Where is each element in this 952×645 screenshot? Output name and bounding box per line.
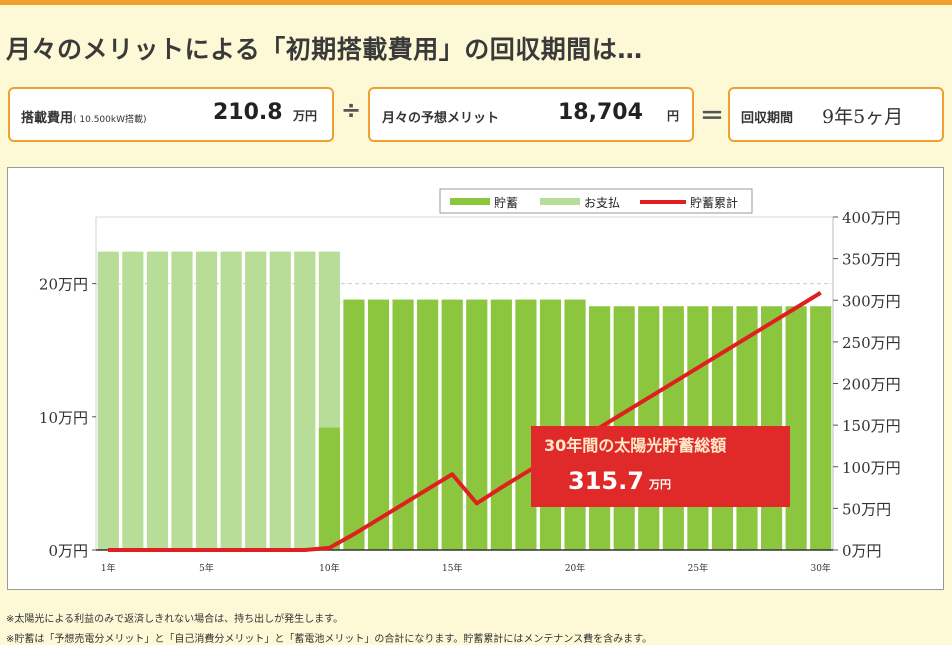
total-savings-callout: 30年間の太陽光貯蓄総額 315.7 万円 <box>531 426 790 507</box>
x-tick-label: 1年 <box>101 562 116 574</box>
bar-savings <box>490 299 512 550</box>
bar-savings <box>343 299 365 550</box>
bar-savings <box>466 299 488 550</box>
bar-savings <box>318 427 340 550</box>
bar-payment <box>122 251 144 550</box>
left-tick-label: 0万円 <box>48 542 88 560</box>
right-tick-label: 100万円 <box>842 459 901 477</box>
bar-payment <box>146 251 168 550</box>
bar-savings <box>785 306 807 550</box>
payback-period-box: 回収期間 9年5ヶ月 <box>728 87 944 142</box>
monthly-merit-box: 月々の予想メリット 18,704 円 <box>368 87 694 142</box>
period-value: 9年5ヶ月 <box>822 106 904 128</box>
monthly-label: 月々の予想メリット <box>382 111 500 126</box>
x-tick-label: 20年 <box>565 562 585 574</box>
right-tick-label: 350万円 <box>842 251 901 269</box>
right-tick-label: 50万円 <box>842 500 891 518</box>
legend-label: 貯蓄 <box>494 196 518 210</box>
divide-sign: ÷ <box>341 96 362 124</box>
bar-savings <box>515 299 537 550</box>
x-tick-label: 15年 <box>442 562 462 574</box>
monthly-value: 18,704 <box>558 100 643 125</box>
bar-payment <box>97 251 119 550</box>
equals-sign: ＝ <box>700 102 724 130</box>
bar-payment <box>195 251 218 550</box>
monthly-unit: 円 <box>667 109 680 123</box>
right-tick-label: 0万円 <box>842 542 882 560</box>
footnote-2: ※貯蓄は「予想売電分メリット」と「自己消費分メリット」と「蓄電池メリット」の合計… <box>6 634 653 645</box>
bar-savings <box>539 299 562 550</box>
chart-panel: 0万円 10万円 20万円 0万円 50万円 100万円 150万円 200万円 250万円 30… <box>7 167 944 590</box>
footnote-1: ※太陽光による利益のみで返済しきれない場合は、持ち出しが発生します。 <box>6 614 344 625</box>
cost-box: 搭載費用( 10.500kW搭載) 210.8 万円 <box>8 87 334 142</box>
right-tick-label: 400万円 <box>842 209 901 227</box>
savings-chart: 0万円 10万円 20万円 0万円 50万円 100万円 150万円 200万円 250万円 30… <box>39 188 901 574</box>
callout-value: 315.7 <box>568 467 644 495</box>
right-tick-label: 250万円 <box>842 334 901 352</box>
period-label: 回収期間 <box>741 111 794 126</box>
legend-swatch <box>450 198 490 205</box>
x-tick-label: 25年 <box>688 562 708 574</box>
bar-savings <box>810 306 832 550</box>
callout-unit: 万円 <box>648 478 671 491</box>
cost-sub: ( 10.500kW搭載) <box>73 115 147 125</box>
x-tick-label: 30年 <box>810 562 830 574</box>
legend-label: 貯蓄累計 <box>690 195 738 210</box>
top-accent-rule <box>0 0 952 5</box>
page-title: 月々のメリットによる「初期搭載費用」の回収期間は… <box>6 35 643 64</box>
bar-savings <box>564 299 586 550</box>
x-tick-label: 10年 <box>319 562 339 574</box>
bar-savings <box>392 299 414 550</box>
right-tick-label: 150万円 <box>842 417 901 435</box>
bar-savings <box>417 299 439 550</box>
left-tick-label: 20万円 <box>39 276 88 294</box>
x-tick-label: 5年 <box>199 562 214 574</box>
cost-unit: 万円 <box>293 109 318 123</box>
cost-label: 搭載費用( 10.500kW搭載) <box>21 111 147 126</box>
bar-payment <box>269 251 291 550</box>
right-tick-label: 300万円 <box>842 292 901 310</box>
bar-savings <box>441 299 463 550</box>
cost-value: 210.8 <box>213 100 283 125</box>
callout-box <box>531 426 790 507</box>
legend-label: お支払 <box>584 196 620 210</box>
legend-swatch <box>540 198 580 205</box>
right-tick-label: 200万円 <box>842 376 901 394</box>
bar-payment <box>245 251 267 550</box>
bar-payment <box>294 251 316 550</box>
bar-payment <box>220 251 242 550</box>
bar-savings <box>367 299 390 550</box>
bar-payment <box>318 251 340 428</box>
chart-legend: 貯蓄 お支払 貯蓄累計 <box>439 188 753 214</box>
cumulative-savings-line <box>106 291 822 552</box>
left-tick-label: 10万円 <box>39 409 88 427</box>
callout-title: 30年間の太陽光貯蓄総額 <box>544 436 726 455</box>
legend-box <box>439 188 753 214</box>
bar-payment <box>171 251 193 550</box>
